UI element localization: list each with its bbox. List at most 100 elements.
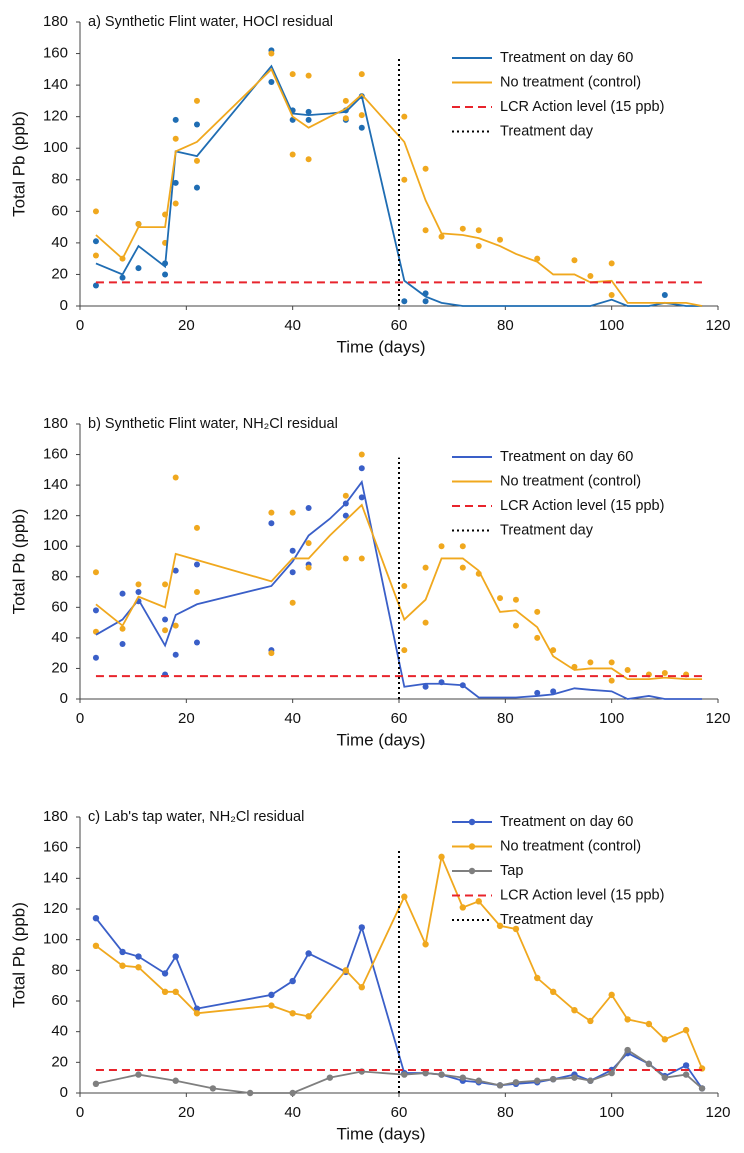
legend-label: Treatment on day 60 (500, 814, 633, 830)
point (92, 1080, 100, 1088)
point (135, 964, 142, 971)
replicate-point (550, 688, 557, 695)
y-tick-label: 120 (43, 108, 68, 125)
x-axis-label: Time (days) (336, 730, 425, 749)
replicate-point (92, 282, 99, 289)
replicate-point (512, 596, 519, 603)
point (92, 915, 100, 922)
point (135, 1071, 142, 1078)
replicate-point (587, 659, 594, 666)
replicate-point (162, 271, 169, 278)
point (289, 1089, 296, 1097)
y-tick-label: 20 (51, 1053, 68, 1070)
point (246, 1089, 254, 1097)
replicate-point (459, 564, 466, 571)
point (475, 1077, 482, 1084)
replicate-point (305, 564, 312, 571)
x-tick-label: 0 (76, 710, 84, 727)
replicate-point (342, 492, 349, 499)
point (358, 984, 365, 991)
point (459, 1074, 466, 1081)
replicate-point (358, 555, 365, 562)
point (268, 1002, 275, 1009)
point (193, 1005, 201, 1012)
point (305, 950, 312, 957)
replicate-point (475, 243, 482, 250)
legend-label: Treatment on day 60 (500, 50, 633, 66)
y-tick-label: 80 (51, 961, 68, 978)
replicate-point (534, 634, 541, 641)
replicate-point (534, 608, 541, 615)
replicate-point (342, 115, 349, 122)
series-line (95, 853, 703, 1069)
replicate-point (268, 650, 275, 657)
replicate-point (550, 647, 557, 654)
replicate-point (289, 569, 296, 576)
replicate-point (119, 274, 126, 281)
point (438, 853, 445, 861)
y-tick-label: 180 (43, 13, 68, 30)
point (161, 970, 169, 977)
replicate-point (193, 639, 200, 646)
replicate-point (172, 622, 179, 629)
x-tick-label: 100 (599, 1104, 624, 1121)
replicate-point (119, 590, 126, 597)
y-axis-label: Total Pb (ppb) (9, 509, 28, 615)
point (587, 1077, 594, 1084)
replicate-point (193, 589, 200, 596)
y-tick-label: 120 (43, 507, 68, 524)
replicate-point (92, 238, 99, 245)
replicate-point (438, 233, 445, 240)
replicate-point (534, 689, 541, 696)
replicate-point (172, 474, 179, 481)
y-tick-label: 0 (60, 690, 68, 707)
point (496, 922, 504, 930)
point (587, 1017, 594, 1025)
y-axis-label: Total Pb (ppb) (9, 902, 28, 1008)
replicate-point (92, 607, 99, 614)
point (209, 1085, 217, 1092)
point (326, 1074, 334, 1081)
replicate-point (401, 113, 408, 120)
replicate-point (193, 157, 200, 164)
legend-label: LCR Action level (15 ppb) (500, 887, 664, 903)
replicate-point (422, 683, 429, 690)
point (459, 904, 466, 911)
y-tick-label: 60 (51, 992, 68, 1009)
replicate-point (162, 616, 169, 623)
x-tick-label: 40 (284, 1104, 301, 1121)
replicate-point (268, 78, 275, 85)
point (608, 991, 615, 999)
point (401, 1071, 408, 1078)
point (549, 988, 557, 995)
replicate-point (92, 252, 99, 259)
replicate-point (342, 97, 349, 104)
series-line (95, 503, 703, 681)
replicate-point (172, 651, 179, 658)
point (172, 1077, 179, 1084)
replicate-point (119, 641, 126, 647)
replicate-point (358, 71, 365, 78)
replicate-point (289, 151, 296, 158)
replicate-point (422, 619, 429, 626)
point (119, 948, 126, 956)
replicate-point (305, 108, 312, 115)
y-tick-label: 80 (51, 171, 68, 188)
replicate-point (268, 50, 275, 57)
point (422, 941, 429, 948)
point (549, 1076, 557, 1083)
y-tick-label: 180 (43, 808, 68, 825)
x-tick-label: 0 (76, 1104, 84, 1121)
y-tick-label: 160 (43, 446, 68, 463)
replicate-point (289, 599, 296, 606)
replicate-point (193, 97, 200, 104)
y-tick-label: 100 (43, 931, 68, 948)
replicate-point (422, 298, 429, 305)
replicate-point (172, 179, 179, 186)
x-tick-label: 40 (284, 710, 301, 727)
replicate-point (193, 561, 200, 568)
replicate-point (305, 116, 312, 123)
x-tick-label: 120 (705, 710, 730, 727)
replicate-point (497, 236, 504, 243)
replicate-point (162, 581, 169, 588)
